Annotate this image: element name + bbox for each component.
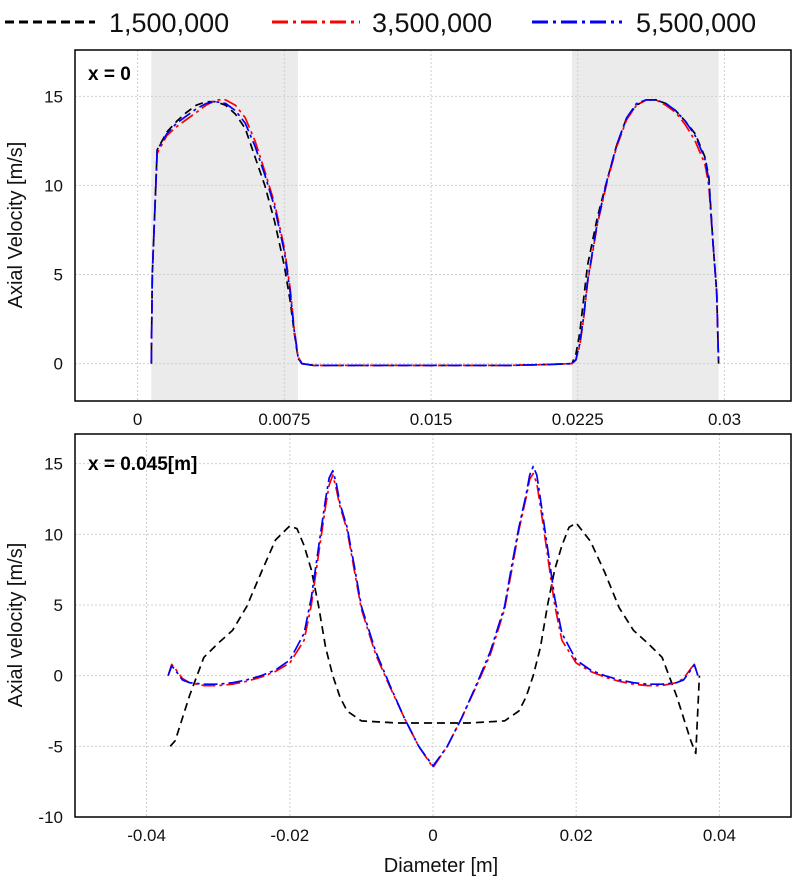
y-axis-label: Axial Velocity [m/s] bbox=[5, 142, 27, 309]
series-lines bbox=[167, 465, 701, 769]
series-line-3 bbox=[167, 465, 699, 767]
legend-item-2: 3,500,000 bbox=[272, 8, 492, 38]
y-tick-labels: -10 -5 0 5 10 15 bbox=[38, 455, 63, 827]
legend-label-3: 5,500,000 bbox=[636, 8, 756, 38]
legend-label-2: 3,500,000 bbox=[372, 8, 492, 38]
chart-panel-x045: -0.04 -0.02 0 0.02 0.04 -10 -5 0 5 10 15 x = 0.04… bbox=[5, 433, 792, 877]
x-tick-label: 0.015 bbox=[410, 410, 453, 429]
y-tick-labels: 0 5 10 15 bbox=[44, 87, 63, 373]
x-axis-label: Diameter [m] bbox=[384, 855, 498, 877]
x-tick-label: -0.04 bbox=[127, 826, 166, 845]
y-tick-label: 15 bbox=[44, 87, 63, 106]
x-tick-label: 0.04 bbox=[703, 826, 736, 845]
y-tick-label: 10 bbox=[44, 176, 63, 195]
y-tick-label: 0 bbox=[54, 667, 63, 686]
x-tick-label: 0.03 bbox=[708, 410, 741, 429]
y-tick-label: 5 bbox=[54, 596, 63, 615]
plot-frame bbox=[74, 49, 792, 402]
y-tick-label: 15 bbox=[44, 455, 63, 474]
y-tick-label: -5 bbox=[48, 737, 63, 756]
shaded-regions bbox=[151, 50, 719, 401]
series-line-3 bbox=[150, 99, 720, 367]
y-tick-label: 0 bbox=[54, 355, 63, 374]
y-axis-label: Axial velocity [m/s] bbox=[5, 543, 27, 707]
x-tick-label: 0.0225 bbox=[552, 410, 604, 429]
legend-label-1: 1,500,000 bbox=[109, 8, 229, 38]
x-tick-label: -0.02 bbox=[270, 826, 309, 845]
x-tick-labels: -0.04 -0.02 0 0.02 0.04 bbox=[127, 826, 736, 845]
x-tick-label: 0.02 bbox=[560, 826, 593, 845]
panel-title: x = 0 bbox=[88, 64, 131, 85]
series-line-2 bbox=[167, 472, 699, 769]
legend-item-1: 1,500,000 bbox=[5, 8, 229, 38]
y-tick-label: 10 bbox=[44, 525, 63, 544]
x-tick-label: 0 bbox=[133, 410, 142, 429]
x-tick-label: 0.0075 bbox=[258, 410, 310, 429]
shaded-region-1 bbox=[151, 50, 299, 401]
y-tick-label: -10 bbox=[38, 808, 63, 827]
series-line-1 bbox=[169, 522, 701, 755]
panel-title: x = 0.045[m] bbox=[88, 454, 197, 475]
y-tick-label: 5 bbox=[54, 265, 63, 284]
series-lines bbox=[150, 99, 720, 367]
x-tick-label: 0 bbox=[428, 826, 437, 845]
legend: 1,500,000 3,500,000 5,500,000 bbox=[5, 8, 756, 38]
chart-panel-x0: 0 0.0075 0.015 0.0225 0.03 0 5 10 15 x = 0 Axia… bbox=[5, 49, 792, 429]
legend-item-3: 5,500,000 bbox=[532, 8, 756, 38]
x-tick-labels: 0 0.0075 0.015 0.0225 0.03 bbox=[133, 410, 741, 429]
gridlines bbox=[75, 434, 791, 818]
plot-frame bbox=[74, 433, 792, 818]
shaded-region-2 bbox=[571, 50, 719, 401]
gridlines bbox=[75, 50, 791, 401]
